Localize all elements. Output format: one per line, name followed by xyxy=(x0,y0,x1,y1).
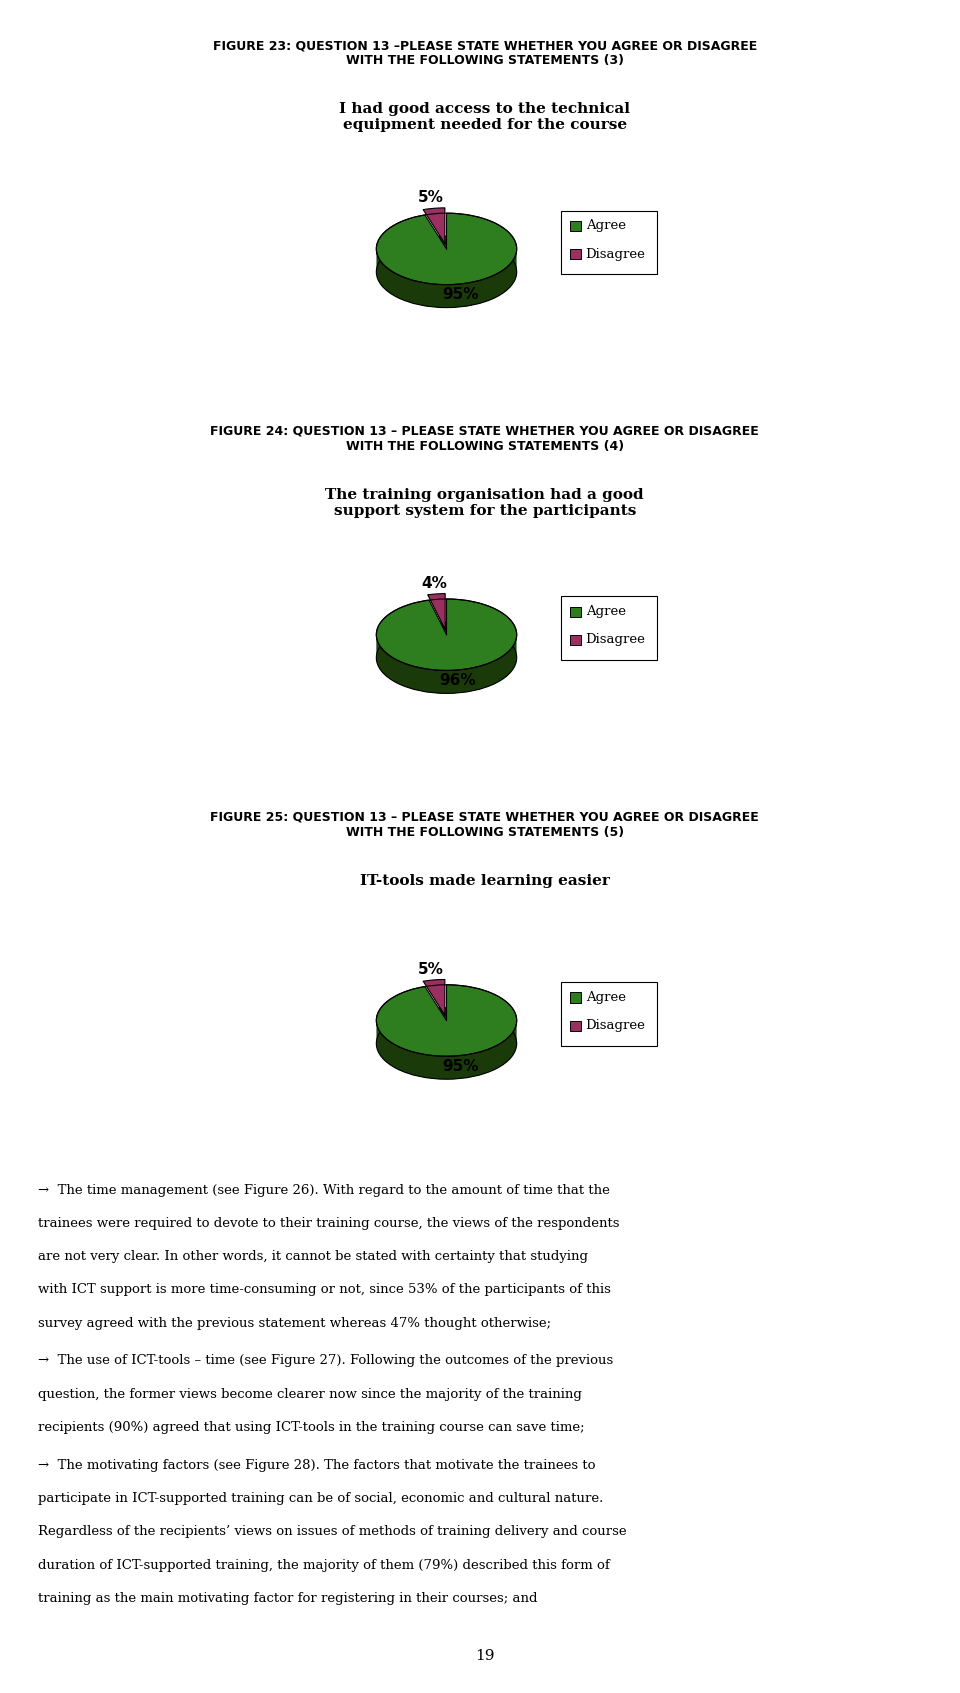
Text: Disagree: Disagree xyxy=(586,1019,645,1033)
Bar xyxy=(562,210,657,274)
Text: →  The use of ICT-tools – time (see Figure 27). Following the outcomes of the pr: → The use of ICT-tools – time (see Figur… xyxy=(38,1354,613,1368)
Polygon shape xyxy=(376,985,516,1056)
Text: Disagree: Disagree xyxy=(586,247,645,261)
Polygon shape xyxy=(376,1023,516,1078)
Text: question, the former views become clearer now since the majority of the training: question, the former views become cleare… xyxy=(38,1388,583,1400)
Polygon shape xyxy=(423,980,444,1016)
Bar xyxy=(570,1021,581,1031)
Polygon shape xyxy=(423,208,444,244)
Polygon shape xyxy=(376,599,516,670)
Text: 5%: 5% xyxy=(418,962,444,977)
Text: →  The time management (see Figure 26). With regard to the amount of time that t: → The time management (see Figure 26). W… xyxy=(38,1183,611,1197)
Text: survey agreed with the previous statement whereas 47% thought otherwise;: survey agreed with the previous statemen… xyxy=(38,1317,552,1329)
Text: trainees were required to devote to their training course, the views of the resp: trainees were required to devote to thei… xyxy=(38,1217,620,1229)
Text: 19: 19 xyxy=(475,1649,494,1663)
Text: 95%: 95% xyxy=(443,1058,479,1073)
Text: Disagree: Disagree xyxy=(586,633,645,647)
Text: with ICT support is more time-consuming or not, since 53% of the participants of: with ICT support is more time-consuming … xyxy=(38,1283,612,1297)
Text: Regardless of the recipients’ views on issues of methods of training delivery an: Regardless of the recipients’ views on i… xyxy=(38,1525,627,1539)
Bar xyxy=(562,596,657,660)
Text: →  The motivating factors (see Figure 28). The factors that motivate the trainee: → The motivating factors (see Figure 28)… xyxy=(38,1459,596,1471)
Text: duration of ICT-supported training, the majority of them (79%) described this fo: duration of ICT-supported training, the … xyxy=(38,1559,611,1571)
Bar xyxy=(570,220,581,230)
Bar xyxy=(570,635,581,645)
Bar xyxy=(562,982,657,1046)
Text: Agree: Agree xyxy=(586,604,626,618)
Polygon shape xyxy=(428,594,445,630)
Text: 96%: 96% xyxy=(440,674,476,689)
Text: are not very clear. In other words, it cannot be stated with certainty that stud: are not very clear. In other words, it c… xyxy=(38,1249,588,1263)
Text: The training organisation had a good
support system for the participants: The training organisation had a good sup… xyxy=(325,488,644,518)
Text: Agree: Agree xyxy=(586,990,626,1004)
Text: training as the main motivating factor for registering in their courses; and: training as the main motivating factor f… xyxy=(38,1591,538,1605)
Polygon shape xyxy=(376,635,516,694)
Text: 4%: 4% xyxy=(420,576,446,591)
Bar xyxy=(570,992,581,1002)
Text: FIGURE 23: QUESTION 13 –PLEASE STATE WHETHER YOU AGREE OR DISAGREE
WITH THE FOLL: FIGURE 23: QUESTION 13 –PLEASE STATE WHE… xyxy=(213,39,756,68)
Polygon shape xyxy=(376,213,516,284)
Text: 95%: 95% xyxy=(443,288,479,303)
Text: IT-tools made learning easier: IT-tools made learning easier xyxy=(360,874,610,887)
Ellipse shape xyxy=(376,1007,516,1078)
Polygon shape xyxy=(376,251,516,308)
Text: recipients (90%) agreed that using ICT-tools in the training course can save tim: recipients (90%) agreed that using ICT-t… xyxy=(38,1420,585,1434)
Bar xyxy=(570,606,581,616)
Text: FIGURE 24: QUESTION 13 – PLEASE STATE WHETHER YOU AGREE OR DISAGREE
WITH THE FOL: FIGURE 24: QUESTION 13 – PLEASE STATE WH… xyxy=(210,425,759,454)
Text: FIGURE 25: QUESTION 13 – PLEASE STATE WHETHER YOU AGREE OR DISAGREE
WITH THE FOL: FIGURE 25: QUESTION 13 – PLEASE STATE WH… xyxy=(210,811,759,838)
Text: Agree: Agree xyxy=(586,220,626,232)
Ellipse shape xyxy=(376,235,516,308)
Bar xyxy=(570,249,581,259)
Text: I had good access to the technical
equipment needed for the course: I had good access to the technical equip… xyxy=(339,102,631,132)
Text: participate in ICT-supported training can be of social, economic and cultural na: participate in ICT-supported training ca… xyxy=(38,1492,604,1505)
Ellipse shape xyxy=(376,621,516,694)
Text: 5%: 5% xyxy=(418,190,444,205)
